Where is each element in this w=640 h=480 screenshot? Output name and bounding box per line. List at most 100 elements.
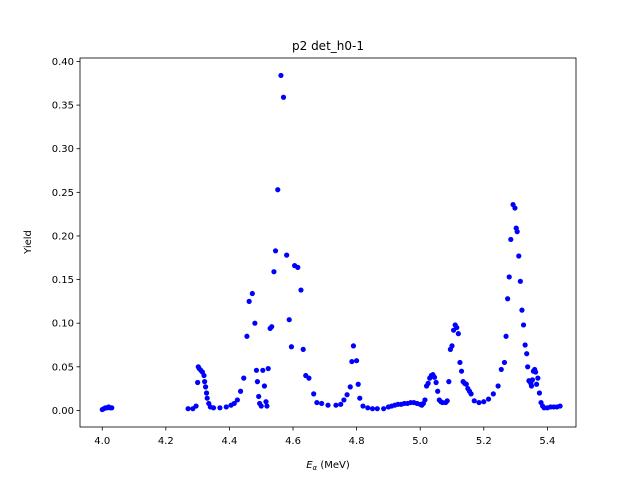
data-point [203,390,210,396]
data-point [369,406,376,412]
data-point [349,358,355,365]
data-point [519,307,525,313]
data-point [201,372,207,379]
data-point [529,377,536,383]
data-point [202,379,208,385]
data-point [495,383,501,389]
data-point [195,379,201,386]
y-tick-label: 0.40 [52,57,74,68]
data-point [237,388,244,394]
data-point [263,399,269,405]
data-point [533,381,540,387]
data-point [476,399,482,406]
data-point [306,375,312,381]
points-layer [99,72,563,413]
data-point [344,392,350,398]
data-point [260,367,266,373]
data-point [311,391,317,397]
y-tick-label: 0.35 [52,101,74,112]
data-point [256,393,262,400]
x-axis-label-subscript: α [313,464,318,472]
data-point [354,358,360,364]
data-point [520,322,527,328]
data-point [355,381,361,387]
data-point [185,406,191,412]
data-point [341,397,347,403]
data-point [295,264,301,270]
data-point [516,253,522,259]
data-point [109,405,115,411]
data-point [350,343,357,349]
x-tick-label: 5.0 [412,436,428,447]
data-point [508,236,514,243]
data-point [325,402,331,408]
data-point [381,406,387,412]
data-point [505,296,511,302]
data-point [457,359,463,366]
data-point [265,365,271,372]
data-point [471,398,477,404]
data-point [338,401,344,407]
data-point [234,397,240,403]
data-point [280,94,287,100]
data-point [300,346,306,352]
data-point [249,290,255,297]
x-tick-label: 4.0 [94,436,110,447]
data-point [193,403,199,409]
y-tick-label: 0.05 [52,362,74,373]
data-point [254,379,261,385]
data-point [517,278,523,284]
data-point [535,375,541,381]
data-point [314,399,320,406]
data-point [286,317,292,323]
data-point [449,343,455,349]
y-tick-label: 0.10 [52,319,74,330]
data-point [333,402,339,408]
data-point [446,379,452,385]
data-point [506,274,512,280]
data-point [252,320,258,326]
data-point [481,399,487,405]
x-tick-label: 4.4 [221,436,237,447]
data-point [514,229,520,235]
data-point [533,369,539,375]
data-point [512,205,518,211]
data-point [498,366,504,373]
data-point [278,72,284,79]
y-axis-ticks: 0.00 0.05 0.10 0.15 0.20 0.25 0.30 0.35 0.40 [52,57,80,417]
y-tick-label: 0.30 [52,144,74,155]
data-point [458,368,465,374]
data-point [258,403,264,409]
y-axis-label: Yield [23,230,34,255]
y-tick-label: 0.15 [52,275,74,286]
data-point [374,406,380,412]
data-point [241,375,247,381]
data-point [490,391,496,397]
data-point [360,403,366,409]
data-point [275,187,281,193]
data-point [288,344,295,350]
data-point [503,333,509,339]
data-point [284,252,290,258]
data-point [253,367,260,373]
data-point [264,403,270,409]
data-point [210,405,217,411]
data-point [422,397,428,403]
y-tick-label: 0.25 [52,188,74,199]
data-point [217,405,223,411]
data-point [528,383,535,389]
data-point [365,405,371,411]
data-point [204,395,210,401]
x-axis-ticks: 4.0 4.2 4.4 4.6 4.8 5.0 5.2 5.4 [94,427,555,447]
x-axis-label: Eα (MeV) [306,460,350,472]
data-point [557,403,563,409]
data-point [524,351,530,357]
data-point [435,388,441,394]
data-point [202,384,209,390]
data-point [454,324,460,331]
data-point [525,364,531,370]
chart-title: p2 det_h0-1 [292,39,364,53]
data-point [522,342,528,348]
data-point [246,298,252,304]
